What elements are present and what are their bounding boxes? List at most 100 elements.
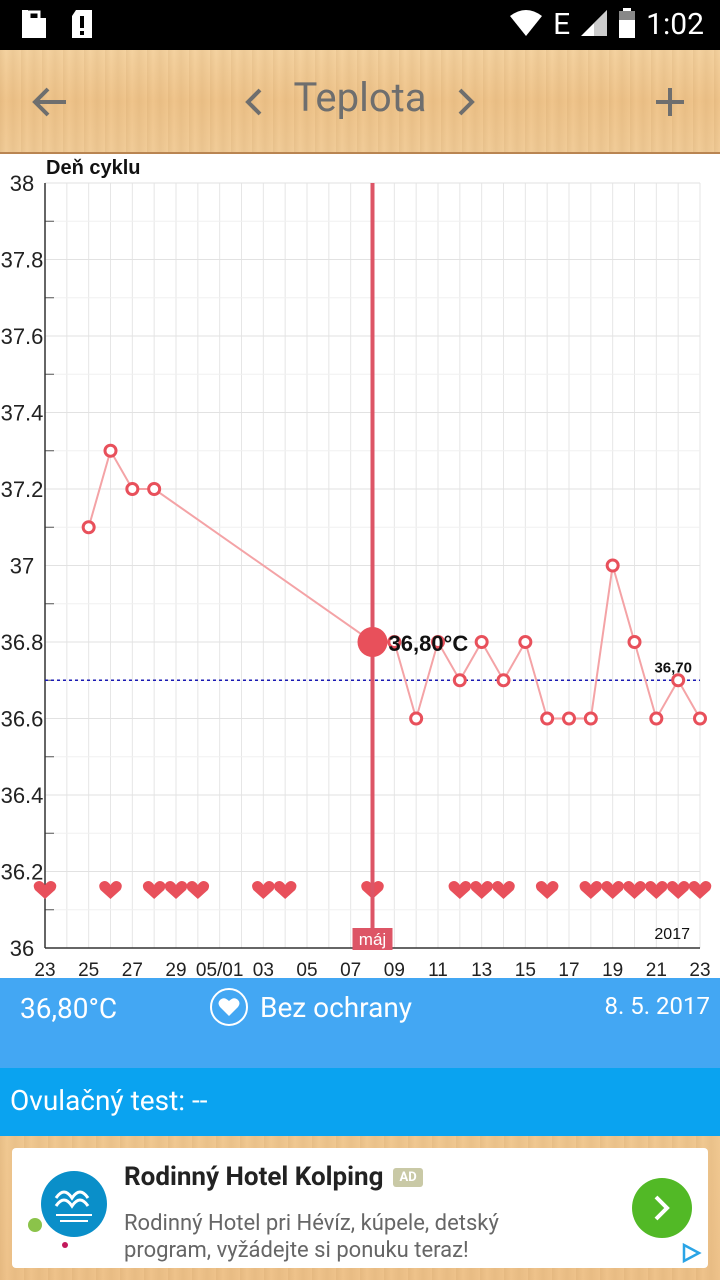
ad-open-button[interactable] [632,1178,692,1238]
temperature-point [649,711,664,726]
y-tick-label: 36.4 [1,783,44,808]
temperature-point [125,482,140,496]
temperature-line [87,448,701,723]
x-tick-label: 05 [296,960,317,978]
ad-banner-container: Rodinný Hotel Kolping AD Rodinný Hotel p… [0,1136,720,1280]
temperature-point [496,673,511,688]
x-tick-label: 07 [340,960,361,978]
x-tick-label: 19 [602,960,623,978]
selected-temperature-label: 36,80°C [389,631,469,656]
x-tick-label: 15 [515,960,536,978]
heart-icon [210,988,248,1026]
next-chart-button[interactable] [434,70,498,134]
month-label-box [352,928,393,950]
intercourse-heart-icon [186,881,210,899]
ad-title: Rodinný Hotel Kolping AD [124,1162,423,1192]
temperature-chart[interactable]: 36 36.2 36.4 36.6 36.8 37 37.2 37.4 37.6 37.8 38 De… [0,156,720,978]
temperature-point [103,443,118,458]
temperature-point [627,635,642,649]
toolbar: Teplota [0,50,720,154]
ad-choices-icon[interactable] [680,1242,702,1264]
year-label: 2017 [654,926,690,943]
intercourse-heart-icon [164,881,188,899]
selected-date: 8. 5. 2017 [604,992,711,1020]
month-label: máj [359,930,386,949]
temperature-point [147,482,162,496]
y-tick-label: 36 [10,936,34,961]
temperature-point [693,711,707,726]
selected-temperature-point [357,627,388,657]
y-tick-label: 37.8 [1,248,44,273]
clock: 1:02 [646,7,704,42]
ovulation-test-bar[interactable]: Ovulačný test: -- [0,1068,720,1136]
chart-title: Deň cyklu [46,157,140,179]
intercourse-heart-icon [645,881,668,899]
hotel-logo [28,1168,108,1248]
chevron-right-icon [654,1195,670,1221]
protection-status: Bez ochrany [210,988,412,1026]
chevron-left-icon [245,88,262,116]
x-tick-label: 27 [122,960,143,978]
temperature-point [583,711,598,726]
y-tick-label: 38 [10,171,34,196]
y-tick-label: 37 [10,554,34,579]
x-tick-label: 25 [78,960,99,978]
x-tick-label: 09 [384,960,405,978]
temperature-point [452,673,467,688]
day-info-bar[interactable]: 36,80°C Bez ochrany 8. 5. 2017 [0,978,720,1068]
y-tick-label: 37.4 [1,401,44,426]
intercourse-heart-icon [99,881,122,899]
temperature-point [431,635,445,649]
cell-signal-icon [580,9,608,41]
y-tick-label: 36.8 [1,630,44,655]
temperature-point [671,673,686,688]
intercourse-heart-icon [492,881,515,899]
temperature-point [409,711,424,726]
ad-title-text: Rodinný Hotel Kolping [124,1162,384,1192]
y-tick-label: 36.2 [1,860,44,885]
protection-label: Bez ochrany [260,990,413,1024]
temperature-point [540,711,555,726]
x-tick-label: 23 [34,960,55,978]
x-tick-label: 03 [253,960,274,978]
intercourse-heart-icon [688,881,712,899]
temperature-point [81,520,96,535]
x-tick-label: 23 [689,960,710,978]
ad-banner[interactable]: Rodinný Hotel Kolping AD Rodinný Hotel p… [12,1148,708,1268]
x-tick-label: 13 [471,960,492,978]
back-button[interactable] [18,70,82,134]
ad-description: Rodinný Hotel pri Hévíz, kúpele, detský … [124,1211,499,1263]
add-button[interactable] [638,70,702,134]
briefcase-icon [20,8,48,44]
x-tick-label: 29 [165,960,186,978]
previous-chart-button[interactable] [222,70,286,134]
plus-icon [656,88,684,116]
chevron-right-icon [458,88,475,116]
arrow-left-icon [32,87,66,117]
x-tick-label: 11 [428,960,448,978]
y-tick-label: 37.6 [1,324,44,349]
temperature-point [562,711,576,726]
x-tick-label: 05/01 [196,960,244,978]
network-type: E [553,7,571,42]
temperature-point [518,635,533,649]
status-bar: E 1:02 [0,0,720,50]
page-title: Teplota [293,74,427,121]
x-tick-label: 17 [558,960,579,978]
intercourse-heart-icon [33,881,57,899]
temperature-chart-svg[interactable]: 36 36.2 36.4 36.6 36.8 37 37.2 37.4 37.6 37.8 38 De… [0,156,720,978]
selected-temperature: 36,80°C [20,992,118,1025]
temperature-point [474,635,489,649]
intercourse-heart-icon [601,881,624,899]
ovulation-test-label: Ovulačný test: -- [10,1084,208,1117]
y-tick-label: 37.2 [1,477,44,502]
ad-badge: AD [393,1167,423,1187]
intercourse-heart-icon [273,881,297,899]
wifi-icon [509,9,543,41]
intercourse-heart-icon [666,881,690,899]
intercourse-heart-icon [623,881,646,899]
intercourse-heart-icon [470,881,493,899]
intercourse-heart-icon [535,881,559,899]
sd-card-alert-icon [70,8,94,44]
intercourse-heart-icon [448,881,472,899]
